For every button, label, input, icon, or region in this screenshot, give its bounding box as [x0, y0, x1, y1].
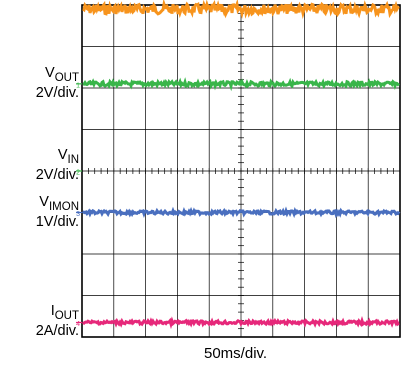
x-axis-label: 50ms/div.: [204, 345, 267, 362]
grid: [82, 5, 400, 337]
trace-series-4: [83, 321, 399, 324]
trace-series-1: [83, 82, 399, 86]
